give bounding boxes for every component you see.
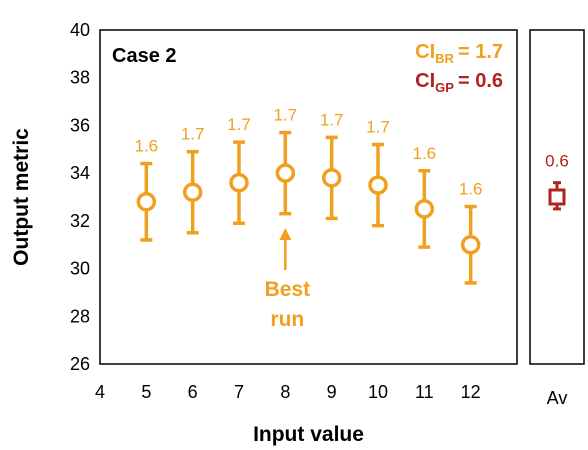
legend-value: = 1.7 xyxy=(458,41,503,63)
data-point xyxy=(136,192,157,212)
y-axis-title: Output metric xyxy=(10,128,33,266)
y-tick-label: 36 xyxy=(70,115,90,135)
y-tick-label: 32 xyxy=(70,211,90,231)
annotation-text: run xyxy=(270,308,304,331)
average-tick-label: Av xyxy=(547,388,568,408)
x-tick-label: 4 xyxy=(95,382,105,402)
average-frame xyxy=(529,29,585,365)
y-tick-label: 38 xyxy=(70,68,90,88)
ci-value-label: 1.7 xyxy=(181,125,205,144)
x-axis-title: Input value xyxy=(253,423,364,446)
annotation-text: Best xyxy=(265,278,311,301)
legend-subscript: BR xyxy=(435,51,454,66)
data-point xyxy=(229,172,249,193)
legend-entry: CIBR = 1.7 xyxy=(415,41,503,66)
legend-main: CI xyxy=(415,70,435,92)
data-point xyxy=(321,168,342,188)
ci-value-label: 1.7 xyxy=(227,115,251,134)
x-tick-label: 8 xyxy=(280,382,290,402)
ci-value-label: 1.6 xyxy=(413,144,437,163)
average-point xyxy=(548,188,566,206)
x-tick-label: 11 xyxy=(415,382,434,402)
average-ci-label: 0.6 xyxy=(545,152,569,171)
legend-entry: CIGP = 0.6 xyxy=(415,70,503,95)
legend-main: CI xyxy=(415,41,435,63)
y-tick-label: 28 xyxy=(70,306,90,326)
ci-value-label: 1.6 xyxy=(135,137,159,156)
x-tick-label: 6 xyxy=(188,382,198,402)
ci-value-label: 1.7 xyxy=(366,118,390,137)
x-tick-label: 12 xyxy=(461,382,481,402)
x-tick-label: 9 xyxy=(327,382,337,402)
ci-value-label: 1.6 xyxy=(459,180,483,199)
legend-value: = 0.6 xyxy=(458,70,503,92)
data-point xyxy=(275,163,296,183)
plot-frame xyxy=(99,29,518,365)
ci-value-label: 1.7 xyxy=(274,106,298,125)
x-tick-label: 5 xyxy=(141,382,151,402)
y-tick-label: 34 xyxy=(70,163,90,183)
y-tick-label: 26 xyxy=(70,354,90,374)
data-point xyxy=(182,182,203,202)
annotation-arrow-head xyxy=(279,228,292,240)
ci-value-label: 1.7 xyxy=(320,110,344,129)
legend-subscript: GP xyxy=(435,80,454,95)
data-point xyxy=(368,175,388,195)
data-point xyxy=(414,199,435,219)
case-label: Case 2 xyxy=(112,45,177,67)
x-tick-label: 7 xyxy=(234,382,244,402)
y-tick-label: 30 xyxy=(70,259,90,279)
data-point xyxy=(460,234,481,255)
y-tick-label: 40 xyxy=(70,20,90,40)
x-tick-label: 10 xyxy=(368,382,388,402)
